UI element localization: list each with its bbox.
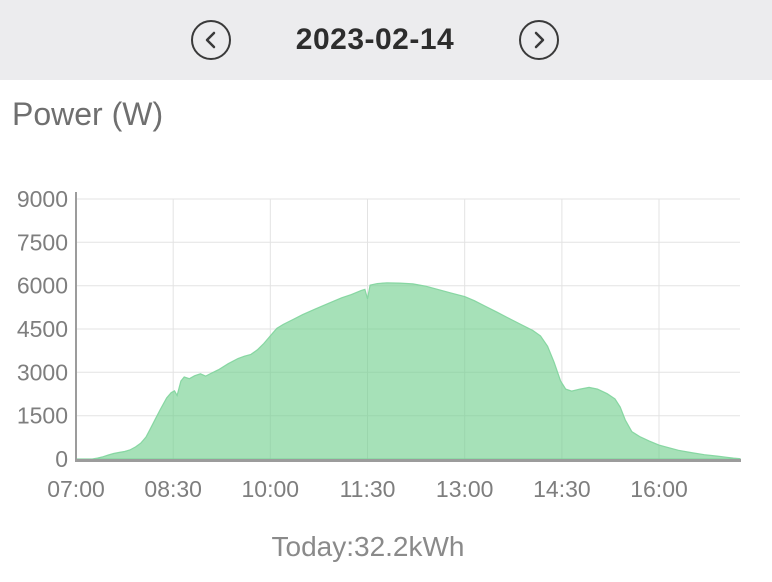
y-axis-label: 3000 [17,359,68,385]
x-axis-label: 14:30 [533,476,591,502]
today-total: Today:32.2kWh [271,531,465,562]
x-axis-label: 13:00 [436,476,494,502]
x-axis-label: 10:00 [242,476,300,502]
chevron-right-icon [534,31,545,49]
y-axis-label: 9000 [17,186,68,212]
power-chart[interactable]: 0 1500 3000 4500 6000 7500 9000 07:00 08:30 10:00… [0,150,772,550]
x-axis-label: 07:00 [47,476,105,502]
x-axis-label: 08:30 [144,476,202,502]
date-nav-group: 2023-02-14 [190,20,560,60]
date-nav-bar: 2023-02-14 [0,0,772,80]
prev-day-button[interactable] [190,20,231,60]
y-axis-label: 6000 [17,273,68,299]
next-day-button[interactable] [519,20,560,60]
y-axis-label: 7500 [17,229,68,255]
y-axis-label: 0 [55,446,68,472]
y-axis-label: 1500 [17,403,68,429]
power-area-series[interactable] [76,282,741,460]
x-axis-label: 16:00 [630,476,688,502]
x-axis-label: 11:30 [340,476,396,502]
chevron-left-icon [205,31,216,49]
date-title: 2023-02-14 [295,23,455,56]
chart-title: Power (W) [12,96,164,132]
y-axis-label: 4500 [17,316,68,342]
